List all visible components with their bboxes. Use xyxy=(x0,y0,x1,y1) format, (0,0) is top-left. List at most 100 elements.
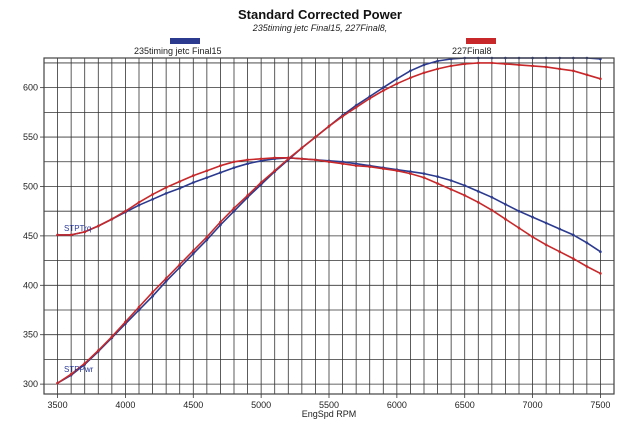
power-tag: STPPwr xyxy=(64,365,94,374)
legend-swatch-1 xyxy=(170,38,200,44)
y-tick-label: 350 xyxy=(23,330,38,340)
legend-label-2: 227Final8 xyxy=(452,46,492,56)
series-point-4 xyxy=(531,64,534,68)
series-point-2 xyxy=(314,158,317,162)
series-point-2 xyxy=(137,201,141,204)
y-tick-label: 400 xyxy=(23,280,38,290)
series-point-1 xyxy=(463,184,467,187)
series-point-2 xyxy=(300,157,304,161)
series-point-4 xyxy=(490,61,494,65)
series-point-4 xyxy=(436,67,439,71)
series-point-3 xyxy=(436,59,439,63)
series-point-1 xyxy=(409,170,412,173)
x-tick-label: 3500 xyxy=(48,400,68,410)
series-point-4 xyxy=(314,135,317,139)
series-point-1 xyxy=(232,166,236,169)
series-point-4 xyxy=(137,305,141,309)
series-point-2 xyxy=(504,217,507,221)
series-point-4 xyxy=(56,381,59,385)
series-point-1 xyxy=(531,215,534,219)
series-point-1 xyxy=(477,190,480,193)
series-point-4 xyxy=(97,349,100,352)
series-point-2 xyxy=(83,230,86,234)
series-point-2 xyxy=(517,226,521,230)
series-point-2 xyxy=(327,160,331,164)
series-point-2 xyxy=(259,157,263,161)
x-tick-label: 5500 xyxy=(319,400,339,410)
series-point-3 xyxy=(219,223,222,227)
series-point-4 xyxy=(205,235,209,239)
x-tick-label: 6500 xyxy=(455,400,475,410)
series-point-1 xyxy=(572,233,575,237)
series-point-4 xyxy=(382,89,385,92)
series-point-4 xyxy=(273,169,277,172)
series-point-2 xyxy=(449,188,453,191)
series-point-4 xyxy=(341,115,344,118)
y-tick-label: 300 xyxy=(23,379,38,389)
series-point-4 xyxy=(517,63,521,67)
series-point-4 xyxy=(219,220,222,224)
series-point-4 xyxy=(449,64,453,68)
series-point-2 xyxy=(273,156,277,160)
series-point-2 xyxy=(436,182,439,185)
series-point-2 xyxy=(219,164,222,167)
series-point-1 xyxy=(246,162,249,165)
series-point-1 xyxy=(490,196,494,199)
series-point-4 xyxy=(178,263,181,266)
x-tick-label: 4500 xyxy=(183,400,203,410)
y-tick-label: 500 xyxy=(23,181,38,191)
series-point-4 xyxy=(463,62,467,66)
chart-subtitle: 235timing jetc Final15, 227Final8, xyxy=(252,23,388,33)
legend: 235timing jetc Final15 227Final8 xyxy=(134,38,496,56)
series-point-4 xyxy=(599,77,602,81)
series-point-2 xyxy=(151,193,154,196)
torque-tag: STPTrq xyxy=(64,224,91,233)
chart-title: Standard Corrected Power xyxy=(238,7,402,22)
series-point-2 xyxy=(164,186,168,189)
legend-swatch-2 xyxy=(466,38,496,44)
series-point-1 xyxy=(436,175,439,178)
series-point-3 xyxy=(422,63,426,67)
x-tick-label: 7500 xyxy=(590,400,610,410)
series-point-2 xyxy=(110,217,114,221)
series-point-1 xyxy=(558,227,561,231)
series-point-2 xyxy=(490,208,494,212)
series-point-3 xyxy=(205,238,209,242)
series-point-3 xyxy=(192,252,195,255)
x-tick-label: 5000 xyxy=(251,400,271,410)
y-tick-label: 550 xyxy=(23,132,38,142)
series-point-1 xyxy=(354,162,358,165)
series-point-2 xyxy=(463,194,467,197)
series-point-2 xyxy=(192,174,195,177)
series-point-4 xyxy=(164,277,168,280)
series-point-1 xyxy=(137,203,141,207)
series-point-4 xyxy=(477,61,480,65)
series-point-3 xyxy=(151,294,154,298)
axis-ticks: 3500 4000 4500 5000 5500 6000 6500 7000 7500 300 3… xyxy=(23,83,610,410)
series-point-2 xyxy=(395,169,399,172)
series-point-4 xyxy=(124,320,127,324)
legend-label-1: 235timing jetc Final15 xyxy=(134,46,222,56)
series-point-3 xyxy=(164,280,168,283)
x-tick-label: 4000 xyxy=(115,400,135,410)
grid xyxy=(44,58,614,394)
series-point-1 xyxy=(259,159,263,163)
series-point-4 xyxy=(69,372,73,376)
series-point-1 xyxy=(599,250,602,253)
series-point-4 xyxy=(422,71,426,75)
series-point-2 xyxy=(246,158,249,162)
series-point-4 xyxy=(246,194,249,197)
series-point-4 xyxy=(368,97,372,100)
series-point-2 xyxy=(341,162,344,165)
series-point-2 xyxy=(232,160,236,164)
series-point-4 xyxy=(192,249,195,252)
series-point-1 xyxy=(544,221,548,225)
series-point-1 xyxy=(341,160,344,164)
series-point-2 xyxy=(599,272,602,275)
series-point-4 xyxy=(395,82,399,85)
series-point-2 xyxy=(409,172,412,175)
series-point-3 xyxy=(368,95,372,98)
series-point-1 xyxy=(504,203,507,206)
series-point-2 xyxy=(354,164,358,167)
series-point-4 xyxy=(300,146,304,150)
